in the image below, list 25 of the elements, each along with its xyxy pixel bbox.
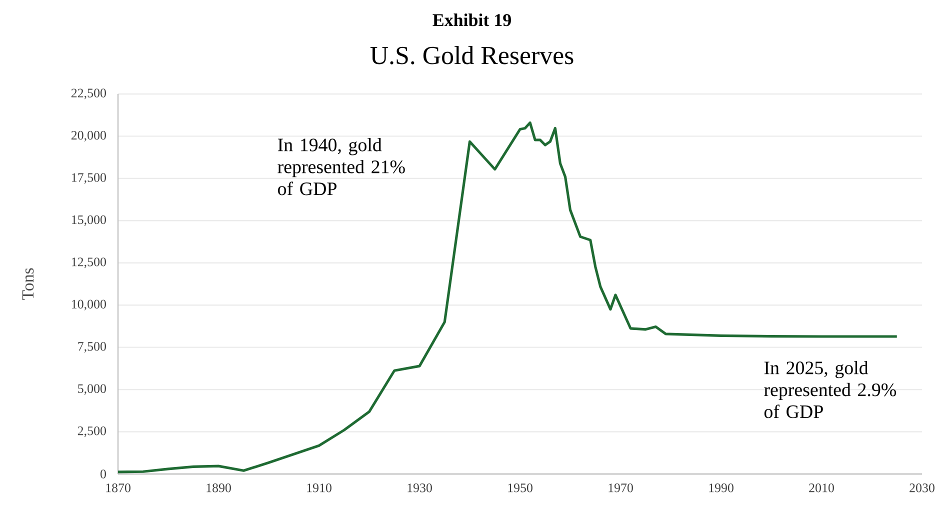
y-axis-title: Tons [22, 268, 34, 300]
y-tick-label: 2,500 [78, 426, 106, 438]
y-tick-label: 7,500 [78, 342, 106, 353]
y-tick-label: 12,500 [72, 258, 106, 268]
y-tick-label: 5,000 [78, 384, 106, 395]
y-tick-label: 0 [100, 470, 106, 478]
y-tick-label: 22,500 [71, 88, 106, 100]
annotation: In 1940, gold represented 21% of GDP [278, 138, 405, 196]
y-tick-label: 17,500 [72, 173, 106, 184]
x-tick-label: 1970 [608, 484, 633, 492]
line-series [116, 121, 898, 474]
chart-subtitle: U.S. Gold Reserves [370, 46, 574, 64]
x-tick-label: 1910 [307, 484, 332, 492]
x-tick-label: 2030 [910, 484, 934, 492]
chart-title: Exhibit 19 [432, 14, 511, 26]
y-tick-label: 10,000 [72, 300, 106, 310]
x-tick-label: 1990 [709, 484, 734, 492]
y-tick-label: 20,000 [71, 130, 106, 142]
x-tick-label: 1870 [106, 484, 130, 492]
x-tick-label: 2010 [809, 484, 834, 492]
annotation: In 2025, gold represented 2.9% of GDP [764, 360, 896, 418]
y-tick-label: 15,000 [72, 215, 106, 226]
x-tick-label: 1930 [408, 484, 432, 492]
x-tick-label: 1950 [508, 484, 532, 492]
x-tick-label: 1890 [206, 484, 231, 492]
